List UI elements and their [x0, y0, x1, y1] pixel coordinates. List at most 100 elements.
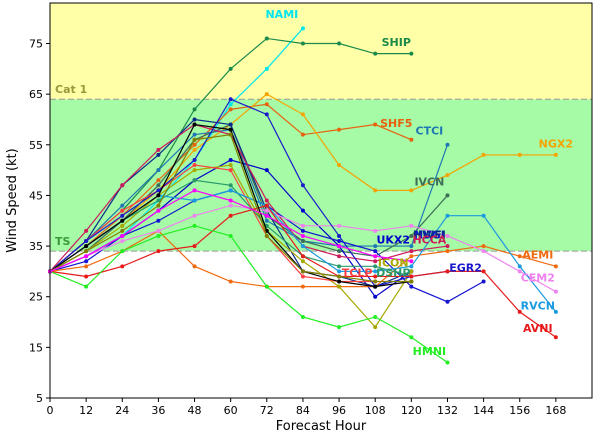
data-point — [192, 188, 197, 193]
data-point — [156, 183, 161, 188]
data-point — [373, 228, 378, 233]
series-label: AEMI — [522, 249, 553, 262]
data-point — [228, 163, 233, 168]
data-point — [228, 183, 233, 188]
data-point — [409, 274, 414, 279]
data-point — [373, 244, 378, 249]
x-tick-label: 0 — [47, 404, 54, 417]
data-point — [409, 335, 414, 340]
data-point — [228, 122, 233, 127]
data-point — [192, 137, 197, 142]
data-point — [409, 279, 414, 284]
series-label: IVCN — [414, 175, 444, 188]
data-point — [337, 269, 342, 274]
data-point — [192, 117, 197, 122]
data-point — [300, 233, 305, 238]
data-point — [300, 314, 305, 319]
x-tick-label: 120 — [401, 404, 422, 417]
data-point — [84, 254, 89, 259]
data-point — [228, 132, 233, 137]
data-point — [300, 254, 305, 259]
data-point — [337, 223, 342, 228]
data-point — [84, 244, 89, 249]
data-point — [553, 152, 558, 157]
series-label: NVGI — [414, 228, 445, 241]
data-point — [445, 299, 450, 304]
data-point — [192, 198, 197, 203]
data-point — [445, 213, 450, 218]
data-point — [409, 188, 414, 193]
data-point — [300, 183, 305, 188]
data-point — [192, 178, 197, 183]
data-point — [373, 279, 378, 284]
x-axis-title: Forecast Hour — [276, 419, 367, 434]
data-point — [156, 188, 161, 193]
data-point — [156, 228, 161, 233]
series-label: SHIP — [382, 36, 411, 49]
series-label: HWFI — [413, 228, 446, 241]
data-point — [120, 239, 125, 244]
data-point — [192, 264, 197, 269]
x-tick-label: 12 — [79, 404, 93, 417]
data-point — [409, 249, 414, 254]
y-tick-label: 15 — [29, 341, 43, 354]
series-label: HCCA — [412, 234, 446, 247]
data-point — [228, 198, 233, 203]
data-point — [264, 112, 269, 117]
data-point — [264, 284, 269, 289]
series-label: TCLP — [342, 266, 373, 279]
data-point — [120, 228, 125, 233]
data-point — [300, 26, 305, 31]
series-label: UKX2 — [376, 234, 410, 247]
data-point — [228, 188, 233, 193]
data-point — [84, 264, 89, 269]
data-point — [120, 223, 125, 228]
data-point — [156, 193, 161, 198]
data-point — [300, 274, 305, 279]
x-tick-label: 36 — [151, 404, 165, 417]
data-point — [517, 269, 522, 274]
data-point — [300, 244, 305, 249]
band-2 — [50, 3, 592, 100]
data-point — [373, 51, 378, 56]
data-point — [264, 203, 269, 208]
x-tick-label: 168 — [545, 404, 566, 417]
data-point — [481, 269, 486, 274]
y-tick-label: 35 — [29, 240, 43, 253]
y-axis-title: Wind Speed (kt) — [5, 148, 20, 252]
data-point — [156, 178, 161, 183]
data-point — [156, 152, 161, 157]
data-point — [445, 142, 450, 147]
data-point — [300, 239, 305, 244]
data-point — [445, 360, 450, 365]
data-point — [373, 314, 378, 319]
data-point — [337, 233, 342, 238]
data-point — [264, 168, 269, 173]
data-point — [156, 218, 161, 223]
data-point — [84, 284, 89, 289]
data-point — [264, 233, 269, 238]
data-point — [192, 168, 197, 173]
data-point — [373, 269, 378, 274]
data-point — [553, 309, 558, 314]
data-point — [553, 264, 558, 269]
data-point — [84, 259, 89, 264]
y-tick-label: 65 — [29, 88, 43, 101]
data-point — [156, 168, 161, 173]
data-point — [192, 163, 197, 168]
data-point — [373, 254, 378, 259]
x-axis-ticks: 0 12 24 36 48 60 72 84 96 108 120 132 144 156 168 — [47, 398, 566, 417]
x-tick-label: 96 — [332, 404, 346, 417]
data-point — [228, 279, 233, 284]
series-label: AVNI — [523, 322, 553, 335]
data-point — [337, 239, 342, 244]
data-point — [445, 269, 450, 274]
data-point — [337, 127, 342, 132]
data-point — [192, 223, 197, 228]
data-point — [264, 198, 269, 203]
series-label: CEM2 — [521, 272, 555, 285]
data-point — [481, 279, 486, 284]
series-line — [49, 98, 448, 288]
y-tick-label: 25 — [29, 291, 43, 304]
data-point — [192, 157, 197, 162]
